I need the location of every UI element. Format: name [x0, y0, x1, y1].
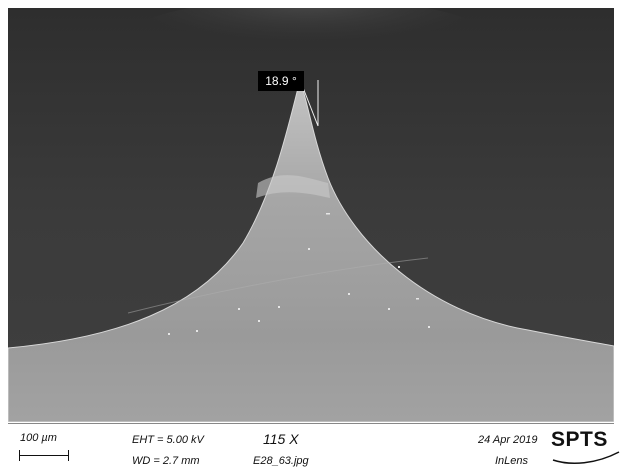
micrograph-graphic — [8, 8, 614, 422]
surface-line — [127, 257, 429, 314]
scale-bar — [19, 450, 69, 461]
angle-measurement-label: 18.9 ° — [258, 71, 304, 91]
surface-particles — [168, 213, 430, 335]
specimen-tip — [8, 78, 614, 422]
date-value: 24 Apr 2019 — [478, 434, 538, 446]
background-glow — [128, 8, 488, 78]
magnification-value: 115 X — [263, 431, 299, 447]
sem-micrograph: 18.9 ° — [8, 8, 614, 422]
working-distance-value: WD = 2.7 mm — [132, 455, 200, 467]
logo-swoosh-icon — [552, 451, 620, 465]
surface-highlight — [256, 175, 330, 198]
logo-text: SPTS — [551, 428, 608, 451]
filename-value: E28_63.jpg — [253, 455, 309, 467]
eht-value: EHT = 5.00 kV — [132, 434, 204, 446]
scale-bar-label: 100 µm — [20, 432, 57, 444]
detector-value: InLens — [495, 455, 529, 467]
sem-databar: 100 µm EHT = 5.00 kV WD = 2.7 mm 115 X E… — [8, 423, 620, 470]
spts-logo: SPTS — [551, 428, 621, 468]
